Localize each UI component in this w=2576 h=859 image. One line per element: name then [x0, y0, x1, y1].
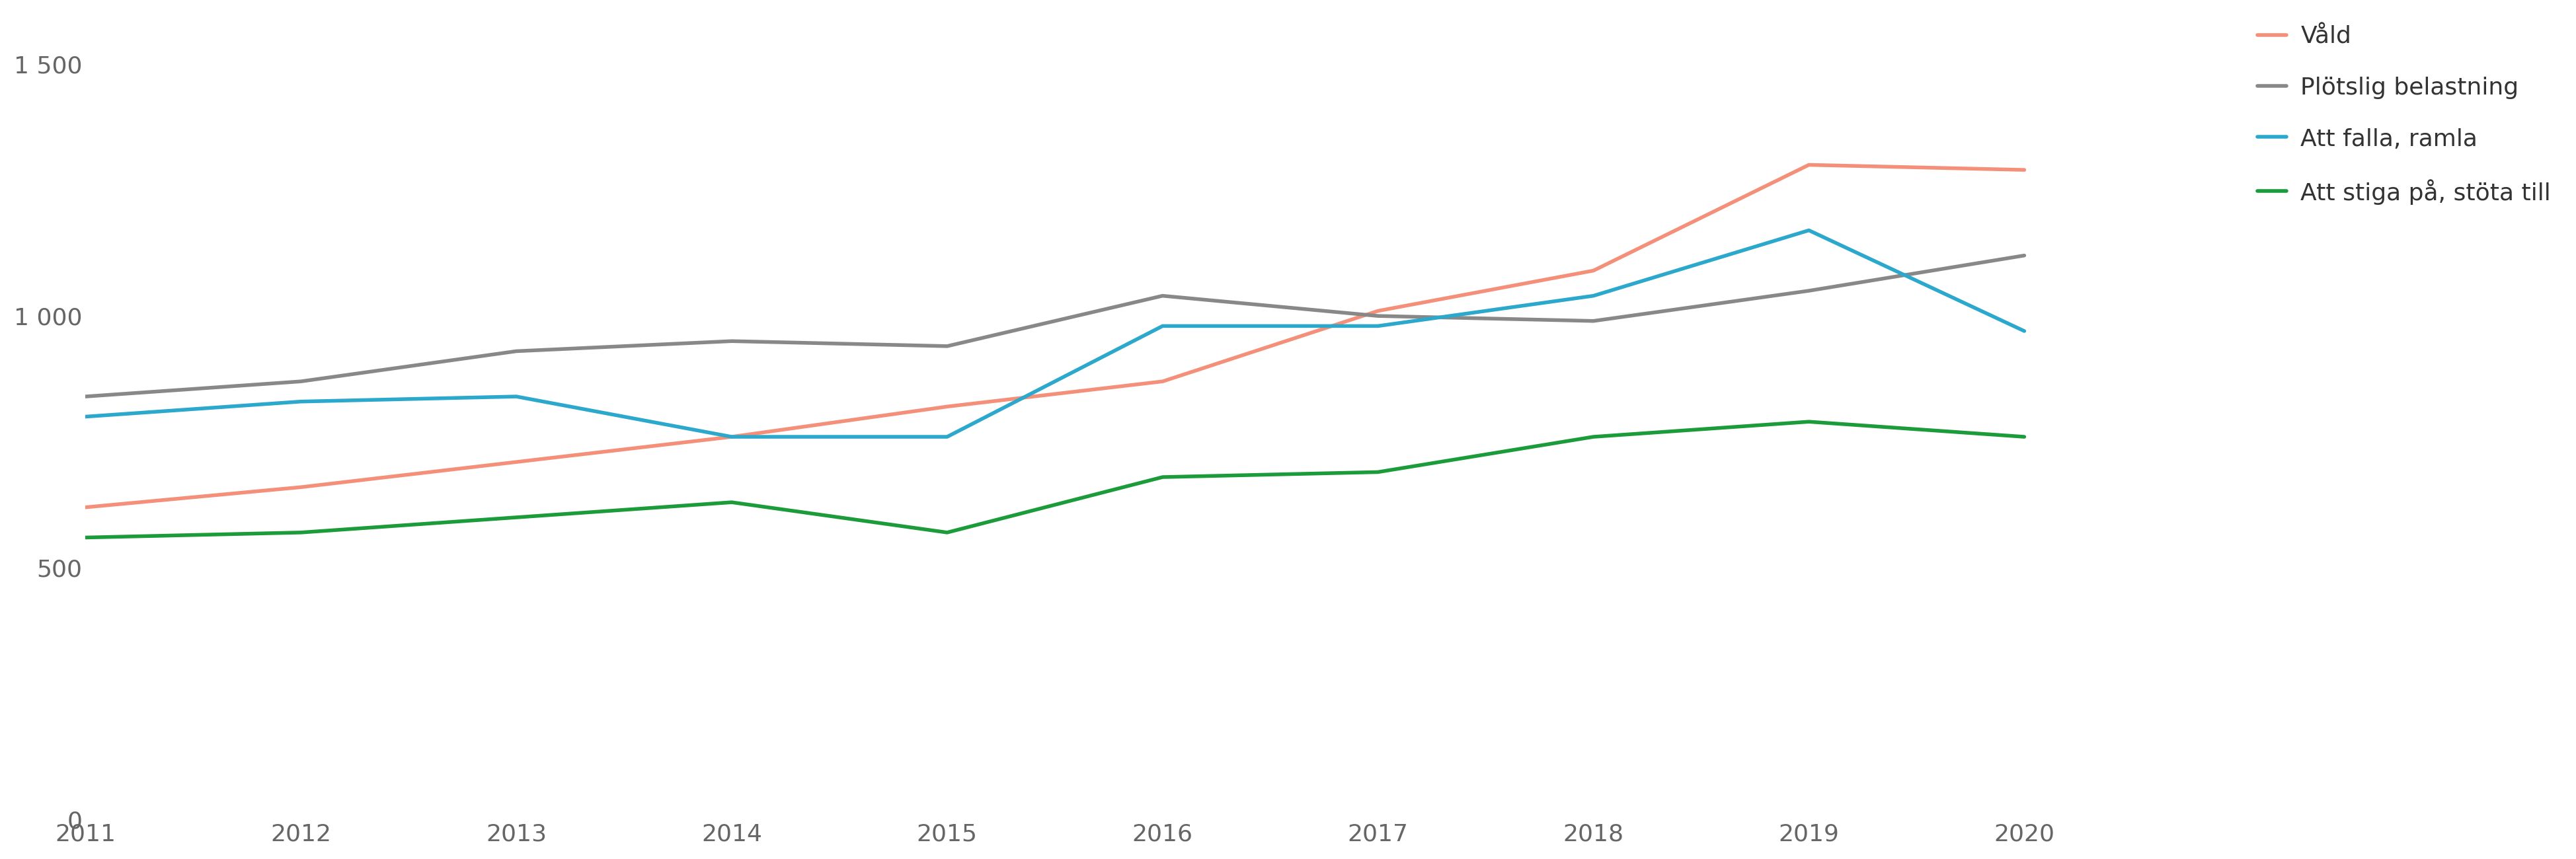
Att falla, ramla [70, 411, 100, 422]
Att stiga på, stöta till [933, 527, 963, 538]
Att falla, ramla [716, 432, 747, 442]
Plötslig belastning [286, 376, 317, 387]
Plötslig belastning [2009, 250, 2040, 260]
Plötslig belastning [70, 392, 100, 402]
Plötslig belastning [933, 341, 963, 351]
Att stiga på, stöta till [286, 527, 317, 538]
Våld [716, 432, 747, 442]
Att stiga på, stöta till [1577, 432, 1607, 442]
Att stiga på, stöta till [1363, 467, 1394, 478]
Att stiga på, stöta till [1793, 417, 1824, 427]
Våld [1793, 160, 1824, 170]
Våld [70, 503, 100, 513]
Våld [933, 401, 963, 411]
Plötslig belastning [716, 336, 747, 346]
Plötslig belastning [1577, 316, 1607, 326]
Plötslig belastning [1363, 311, 1394, 321]
Line: Våld: Våld [85, 165, 2025, 508]
Att falla, ramla [286, 396, 317, 406]
Att stiga på, stöta till [70, 533, 100, 543]
Line: Att stiga på, stöta till: Att stiga på, stöta till [85, 422, 2025, 538]
Att falla, ramla [1146, 321, 1177, 332]
Att stiga på, stöta till [716, 497, 747, 508]
Plötslig belastning [1146, 290, 1177, 301]
Plötslig belastning [1793, 285, 1824, 295]
Våld [500, 457, 531, 467]
Att falla, ramla [1793, 225, 1824, 235]
Att stiga på, stöta till [2009, 432, 2040, 442]
Våld [1577, 265, 1607, 276]
Att falla, ramla [933, 432, 963, 442]
Att falla, ramla [1363, 321, 1394, 332]
Att stiga på, stöta till [1146, 472, 1177, 482]
Line: Att falla, ramla: Att falla, ramla [85, 230, 2025, 437]
Våld [1363, 306, 1394, 316]
Våld [286, 482, 317, 492]
Legend: Våld, Plötslig belastning, Att falla, ramla, Att stiga på, stöta till: Våld, Plötslig belastning, Att falla, ra… [2257, 26, 2550, 204]
Att falla, ramla [500, 392, 531, 402]
Våld [2009, 165, 2040, 175]
Line: Plötslig belastning: Plötslig belastning [85, 255, 2025, 397]
Att stiga på, stöta till [500, 512, 531, 522]
Att falla, ramla [1577, 290, 1607, 301]
Att falla, ramla [2009, 326, 2040, 336]
Plötslig belastning [500, 346, 531, 356]
Våld [1146, 376, 1177, 387]
